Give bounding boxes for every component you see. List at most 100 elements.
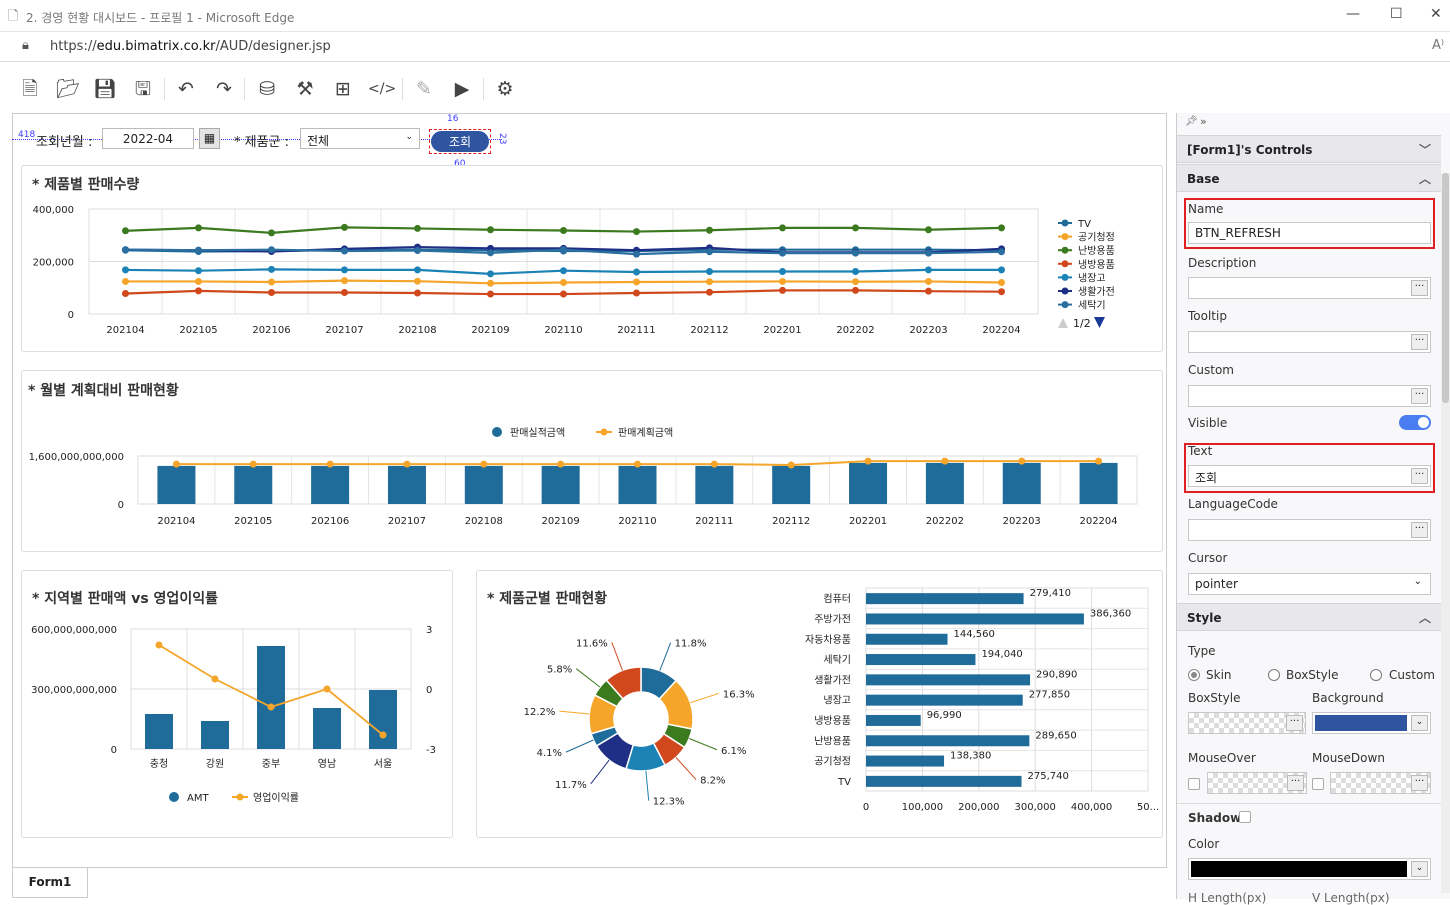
shadow-label: Shadow	[1188, 811, 1242, 825]
legend-item: AMT	[187, 793, 209, 804]
settings-icon[interactable]: ⚙	[496, 78, 514, 100]
data-point	[487, 270, 494, 278]
mousedown-picker[interactable]: ···	[1330, 772, 1431, 794]
legend-item: 난방용품	[1078, 245, 1115, 257]
mousedown-checkbox[interactable]	[1312, 778, 1324, 790]
expand-icon[interactable]: »	[1200, 115, 1207, 128]
bar-냉방용품	[866, 714, 921, 726]
product-group-select[interactable]: 전체 ⌄	[300, 128, 420, 149]
database-icon[interactable]: ⛁	[259, 78, 275, 100]
radio-boxstyle[interactable]	[1268, 669, 1280, 681]
open-folder-icon[interactable]: 📂︎	[55, 78, 81, 100]
radio-skin[interactable]	[1188, 669, 1200, 681]
x-tick-label: 202201	[849, 516, 887, 527]
custom-input[interactable]: ···	[1188, 385, 1431, 407]
selection-outline	[429, 129, 491, 154]
mouseover-picker[interactable]: ···	[1207, 772, 1307, 794]
mouseover-checkbox[interactable]	[1188, 778, 1200, 790]
label-leader	[675, 757, 697, 781]
data-point	[633, 228, 640, 236]
more-button[interactable]: ···	[1411, 280, 1428, 296]
y-tick-label: 0	[118, 500, 124, 511]
shadow-color-select[interactable]: ⌄	[1188, 858, 1431, 880]
data-point	[633, 250, 640, 258]
monthly-plan-chart: 1,600,000,000,000 0 202104 202105 202106 2021…	[29, 427, 1138, 527]
x-tick-label: 202104	[157, 516, 195, 527]
text-input[interactable]: 조회 ···	[1188, 465, 1431, 487]
tools-icon[interactable]: ⚒	[296, 78, 314, 100]
data-point	[487, 226, 494, 234]
data-point	[779, 277, 786, 285]
boxstyle-picker[interactable]: ···	[1188, 712, 1306, 734]
guide-line	[12, 139, 502, 140]
data-point	[633, 289, 640, 297]
visible-label: Visible	[1188, 416, 1228, 430]
more-button[interactable]: ···	[1411, 388, 1428, 404]
x-tick-label: 200,000	[958, 802, 999, 813]
data-point	[172, 460, 180, 468]
minimize-button[interactable]: —	[1346, 6, 1360, 22]
month-input[interactable]: 2022-04	[102, 128, 194, 149]
cursor-select[interactable]: pointer ⌄	[1188, 573, 1431, 595]
new-file-icon[interactable]: 🗎	[22, 78, 38, 100]
x-tick-label: 202111	[695, 516, 733, 527]
pin-icon[interactable]: 📌︎	[1185, 116, 1198, 127]
data-point	[341, 288, 348, 296]
bar-202201	[849, 462, 888, 504]
radio-custom[interactable]	[1370, 669, 1382, 681]
data-point	[403, 460, 411, 468]
chevron-down-icon: ⌄	[1411, 861, 1428, 877]
close-button[interactable]: ✕	[1430, 6, 1442, 22]
more-button[interactable]: ···	[1411, 468, 1428, 484]
code-icon[interactable]: </>	[368, 81, 397, 97]
undo-icon[interactable]: ↶	[178, 78, 194, 100]
background-color-select[interactable]: ⌄	[1312, 712, 1431, 734]
more-button[interactable]: ···	[1287, 775, 1304, 791]
text-highlight	[1184, 443, 1435, 493]
controls-header[interactable]: [Form1]'s Controls ﹀	[1177, 135, 1441, 163]
maximize-button[interactable]: ☐	[1390, 6, 1403, 22]
more-button[interactable]: ···	[1286, 715, 1303, 731]
description-input[interactable]: ···	[1188, 277, 1431, 299]
edit-icon[interactable]: ✎	[416, 78, 432, 100]
language-input[interactable]: ···	[1188, 519, 1431, 541]
scrollbar-thumb[interactable]	[1442, 173, 1449, 403]
base-section-header[interactable]: Base ︿	[1177, 164, 1441, 192]
address-bar[interactable]: 🔒︎ https://edu.bimatrix.co.kr/AUD/design…	[0, 32, 1450, 62]
panel-scrollbar[interactable]	[1441, 173, 1450, 893]
slice-label: 4.1%	[537, 748, 562, 759]
read-aloud-icon[interactable]: A⁾	[1432, 38, 1445, 53]
style-section-header[interactable]: Style ︿	[1177, 603, 1441, 631]
calendar-icon[interactable]: ▦	[199, 128, 220, 149]
tab-form1[interactable]: Form1	[12, 868, 88, 898]
visible-toggle[interactable]	[1399, 415, 1431, 430]
chevron-down-icon: ⌄	[405, 132, 413, 142]
save-icon[interactable]: 💾︎	[92, 78, 118, 100]
name-input[interactable]: BTN_REFRESH	[1188, 222, 1431, 244]
bar-202110	[618, 465, 657, 504]
name-label: Name	[1188, 202, 1224, 216]
redo-icon[interactable]: ↷	[216, 78, 232, 100]
slice-label: 11.8%	[675, 639, 707, 650]
url[interactable]: https://edu.bimatrix.co.kr/AUD/designer.…	[50, 39, 331, 54]
cursor-value: pointer	[1195, 577, 1238, 591]
shadow-checkbox[interactable]	[1239, 811, 1251, 823]
product-group-label: * 제품군 :	[234, 135, 290, 150]
data-point	[925, 249, 932, 257]
data-point	[706, 226, 713, 234]
refresh-button[interactable]: 조회	[431, 131, 489, 152]
run-icon[interactable]: ▶	[454, 78, 470, 100]
save-all-icon[interactable]: 🖫	[134, 78, 152, 100]
toggle-knob	[1418, 417, 1429, 428]
data-point	[122, 246, 129, 254]
data-point	[852, 286, 859, 294]
more-button[interactable]: ···	[1411, 775, 1428, 791]
tooltip-input[interactable]: ···	[1188, 331, 1431, 353]
more-button[interactable]: ···	[1411, 334, 1428, 350]
more-button[interactable]: ···	[1411, 522, 1428, 538]
data-label: 96,990	[927, 710, 962, 721]
legend-item: 판매실적금액	[510, 427, 565, 439]
bar-202202	[925, 462, 964, 504]
hierarchy-icon[interactable]: ⊞	[335, 78, 351, 100]
y-category-label: 냉방용품	[814, 715, 851, 727]
